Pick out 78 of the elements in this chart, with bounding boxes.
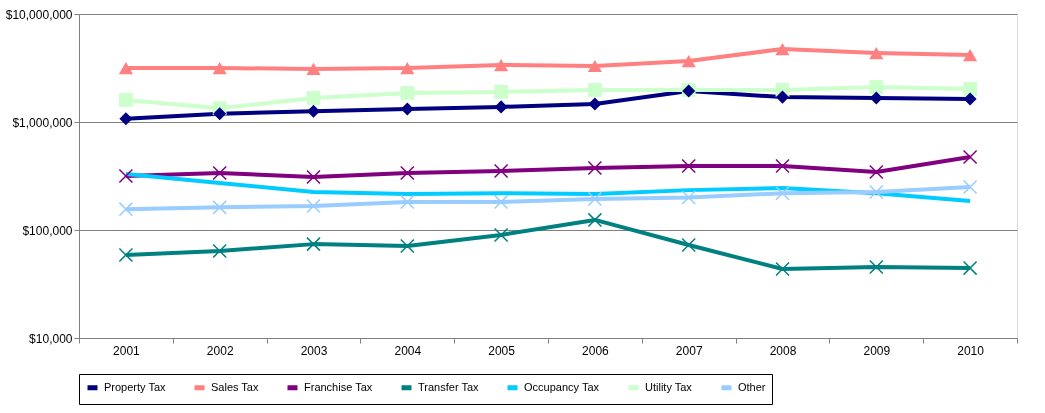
legend-label: Franchise Tax — [304, 380, 373, 393]
legend-label: Other — [738, 380, 766, 393]
point — [587, 160, 603, 176]
point — [588, 97, 602, 111]
point — [869, 80, 884, 94]
x-tick-label: 2009 — [863, 343, 891, 358]
point — [306, 104, 321, 118]
point — [400, 165, 415, 181]
legend-label: Transfer Tax — [418, 380, 480, 393]
point — [775, 90, 790, 104]
x-tick-label: 2008 — [769, 343, 797, 358]
point — [118, 247, 134, 263]
point — [400, 238, 415, 254]
point — [869, 184, 884, 200]
point — [493, 163, 509, 179]
y-tick-label: $1,000,000 — [12, 115, 73, 130]
point — [400, 61, 415, 75]
point — [119, 93, 133, 107]
point — [587, 59, 602, 73]
point — [962, 149, 978, 165]
x-tick-label: 2002 — [206, 343, 234, 358]
point — [493, 227, 509, 243]
x-tick-label: 2005 — [488, 343, 516, 358]
point — [212, 165, 227, 181]
line-series — [123, 172, 973, 203]
point — [869, 259, 884, 275]
point — [494, 85, 508, 99]
legend-label: Utility Tax — [645, 380, 693, 393]
point — [400, 194, 415, 210]
point — [306, 198, 321, 214]
point — [963, 92, 977, 106]
point — [869, 164, 884, 180]
x-tick-label: 2010 — [957, 343, 985, 358]
point — [118, 168, 134, 184]
point — [962, 260, 978, 276]
point — [213, 107, 227, 121]
point — [681, 190, 696, 205]
point — [118, 201, 134, 217]
point — [212, 61, 227, 75]
point — [681, 158, 696, 174]
x-tick-label: 2007 — [675, 343, 703, 358]
point — [493, 194, 509, 210]
y-tick-label: $10,000 — [29, 331, 73, 346]
x-tick-label: 2006 — [582, 343, 610, 358]
point — [494, 58, 509, 72]
point — [306, 236, 321, 252]
x-tick-label: 2003 — [300, 343, 328, 358]
y-tick-label: $10,000,000 — [5, 7, 73, 22]
point — [588, 83, 602, 97]
point — [681, 54, 696, 68]
legend-label: Property Tax — [104, 380, 167, 393]
point — [119, 112, 133, 126]
point — [400, 86, 415, 100]
point — [963, 82, 977, 96]
point — [306, 169, 321, 185]
point — [587, 191, 603, 207]
point — [869, 46, 884, 60]
point — [775, 185, 790, 201]
point — [306, 62, 321, 76]
point — [775, 42, 790, 56]
x-tick-label: 2004 — [394, 343, 422, 358]
point — [775, 261, 790, 277]
x-tick-label: 2001 — [113, 343, 141, 358]
point — [212, 200, 227, 215]
point — [962, 179, 978, 195]
point — [681, 237, 696, 253]
y-tick-label: $100,000 — [22, 223, 73, 238]
point — [775, 158, 790, 174]
legend-label: Sales Tax — [211, 380, 259, 393]
point — [306, 91, 321, 105]
legend-label: Occupancy Tax — [524, 380, 600, 393]
point — [400, 102, 414, 116]
point — [587, 212, 603, 228]
point — [963, 48, 978, 62]
point — [118, 61, 133, 75]
point — [869, 91, 883, 105]
point — [494, 100, 508, 114]
point — [212, 243, 227, 259]
